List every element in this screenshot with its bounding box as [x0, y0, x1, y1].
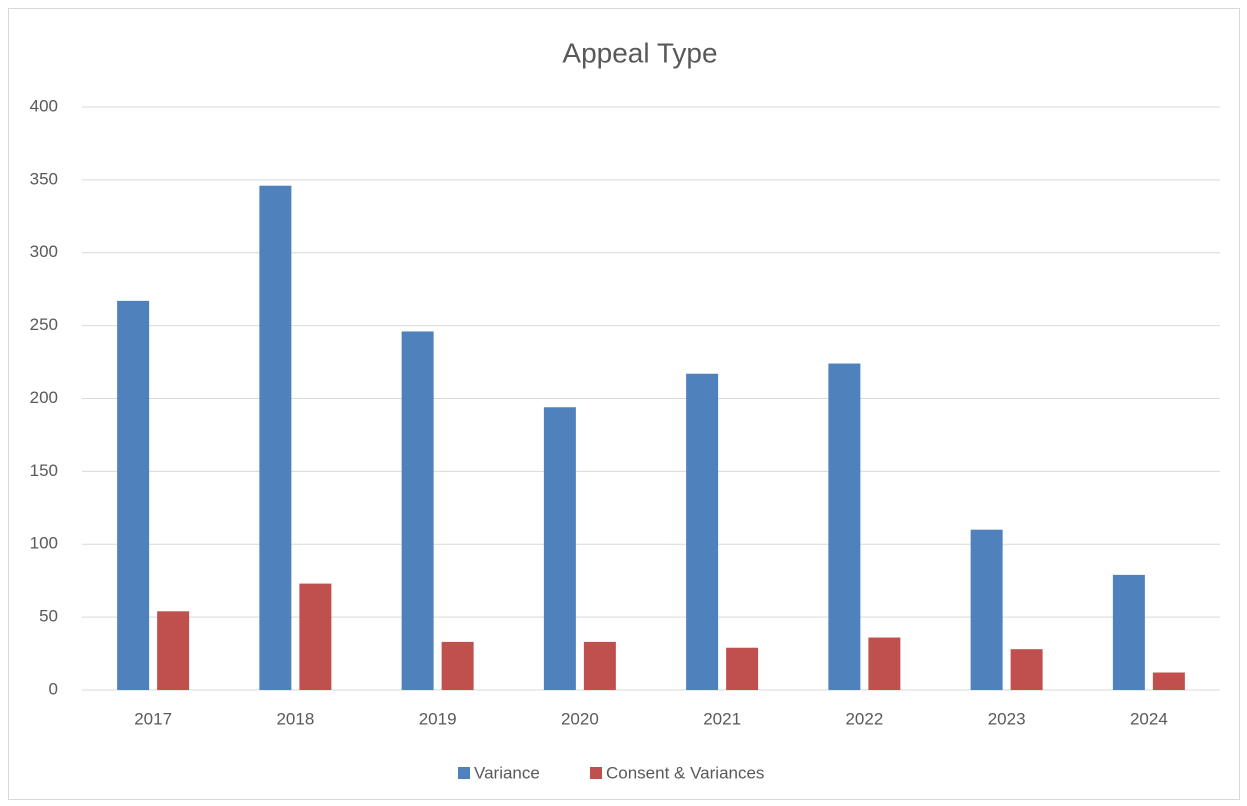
- y-tick-label: 250: [30, 315, 58, 334]
- y-tick-label: 300: [30, 242, 58, 261]
- x-tick-label: 2020: [561, 709, 599, 728]
- legend-label: Variance: [474, 763, 540, 782]
- bar: [117, 300, 150, 690]
- x-tick-label: 2018: [276, 709, 314, 728]
- legend-swatch: [590, 767, 602, 779]
- chart-title: Appeal Type: [562, 37, 717, 68]
- x-tick-label: 2021: [703, 709, 741, 728]
- x-tick-label: 2017: [134, 709, 172, 728]
- x-tick-label: 2022: [845, 709, 883, 728]
- bar: [1112, 574, 1145, 690]
- bar: [441, 641, 474, 690]
- bar: [868, 637, 901, 690]
- bar: [686, 373, 719, 690]
- bar: [726, 647, 759, 690]
- x-tick-label: 2024: [1130, 709, 1168, 728]
- legend-swatch: [458, 767, 470, 779]
- x-tick-label: 2019: [419, 709, 457, 728]
- x-tick-label: 2023: [988, 709, 1026, 728]
- y-tick-label: 350: [30, 169, 58, 188]
- y-tick-label: 200: [30, 388, 58, 407]
- chart-border: [8, 8, 1240, 800]
- bar: [543, 407, 576, 690]
- bar: [1152, 672, 1185, 690]
- bar: [828, 363, 861, 690]
- legend-label: Consent & Variances: [606, 763, 764, 782]
- bar: [157, 611, 190, 690]
- bar: [583, 641, 616, 690]
- y-tick-label: 0: [49, 679, 58, 698]
- y-tick-label: 150: [30, 461, 58, 480]
- y-tick-label: 100: [30, 534, 58, 553]
- y-tick-label: 400: [30, 96, 58, 115]
- y-tick-label: 50: [39, 607, 58, 626]
- bar: [970, 529, 1003, 690]
- bar: [1010, 649, 1043, 690]
- bar: [259, 185, 292, 690]
- bar: [299, 583, 332, 690]
- bar: [401, 331, 434, 690]
